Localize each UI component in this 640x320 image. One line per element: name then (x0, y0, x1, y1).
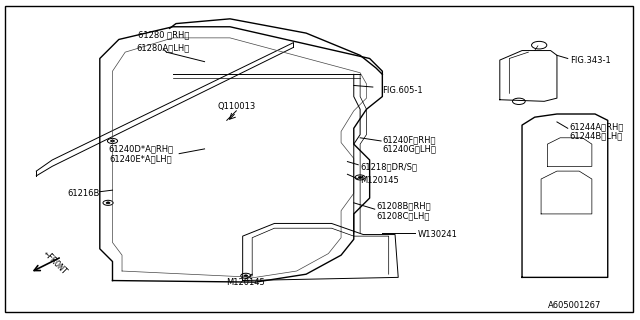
Text: 61216B: 61216B (68, 189, 100, 198)
Text: Q110013: Q110013 (217, 101, 255, 111)
Text: 61240E*A〈LH〉: 61240E*A〈LH〉 (110, 154, 172, 163)
Text: 61244A〈RH〉: 61244A〈RH〉 (570, 122, 624, 131)
Text: 61280 〈RH〉: 61280 〈RH〉 (138, 30, 189, 39)
Text: W130241: W130241 (417, 230, 457, 239)
Circle shape (358, 177, 362, 178)
Text: 61240F〈RH〉: 61240F〈RH〉 (382, 135, 436, 144)
Text: 61280A〈LH〉: 61280A〈LH〉 (137, 43, 190, 52)
Circle shape (106, 202, 110, 204)
Text: 61240G〈LH〉: 61240G〈LH〉 (382, 144, 436, 153)
Text: 61208B〈RH〉: 61208B〈RH〉 (376, 202, 431, 211)
Text: ←FRONT: ←FRONT (42, 249, 69, 277)
Text: FIG.343-1: FIG.343-1 (570, 56, 611, 65)
Text: M120145: M120145 (360, 176, 399, 185)
Text: A605001267: A605001267 (548, 301, 602, 310)
Text: M120145: M120145 (227, 278, 265, 287)
Circle shape (244, 275, 248, 277)
Text: 61218〈DR/S〉: 61218〈DR/S〉 (360, 163, 417, 172)
Text: FIG.605-1: FIG.605-1 (382, 86, 423, 95)
Text: 61208C〈LH〉: 61208C〈LH〉 (376, 211, 429, 220)
Text: 61240D*A〈RH〉: 61240D*A〈RH〉 (109, 144, 173, 153)
Text: 61244B〈LH〉: 61244B〈LH〉 (570, 132, 623, 141)
Circle shape (111, 140, 115, 142)
